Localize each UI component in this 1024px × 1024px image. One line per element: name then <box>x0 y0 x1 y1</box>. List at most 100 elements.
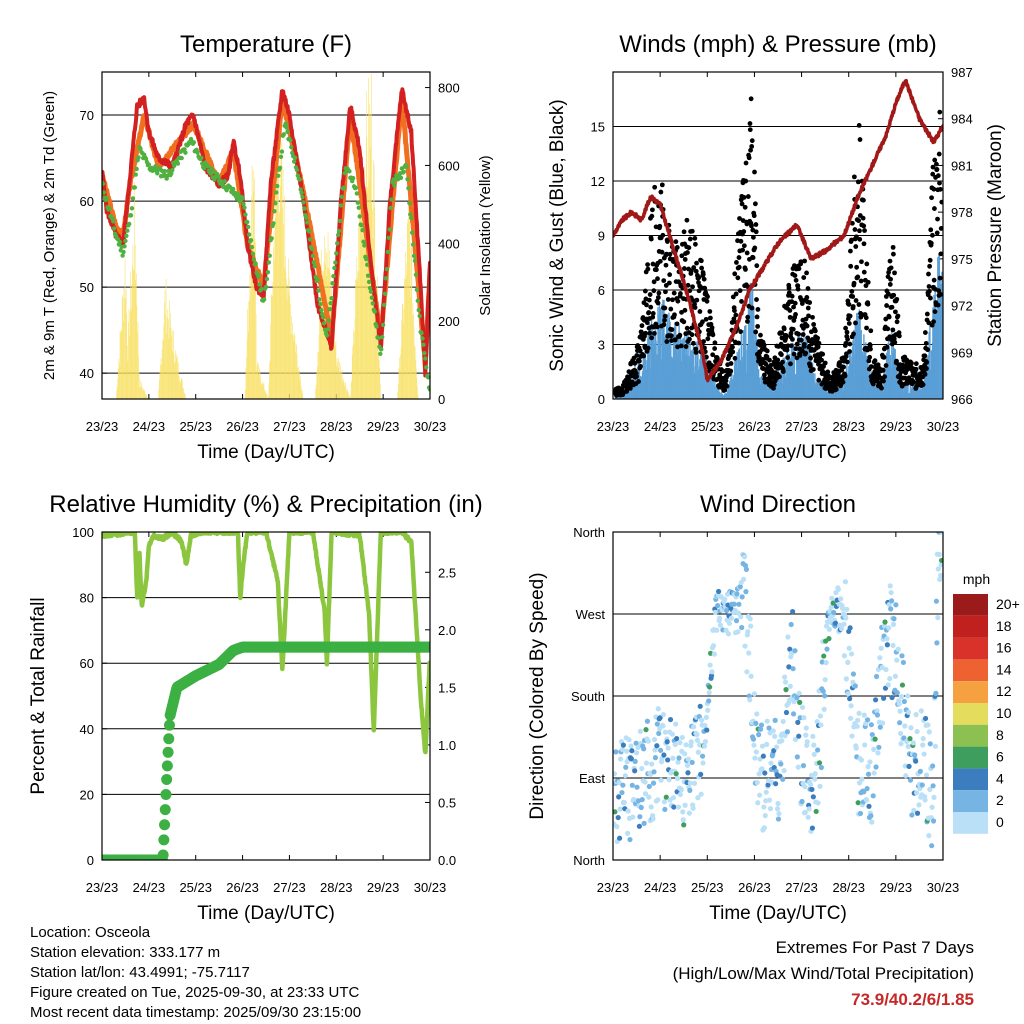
temperature-dewpoint-point <box>117 239 123 245</box>
temperature-dewpoint-point <box>341 185 346 190</box>
winds-gust-point <box>741 194 747 200</box>
winds-gust-point <box>750 234 756 240</box>
winds-gust-point <box>795 286 801 292</box>
direction-point <box>839 605 846 611</box>
humidity-ytick-label: 100 <box>72 525 94 540</box>
direction-point <box>673 721 679 727</box>
temperature-dewpoint-point <box>274 190 279 195</box>
winds-gust-point <box>861 223 867 229</box>
humidity-precip-point <box>157 849 169 860</box>
winds-gust-point <box>682 257 688 262</box>
winds-gust-point <box>865 301 871 307</box>
winds-gust-point <box>857 137 863 142</box>
winds-gust-point <box>712 340 718 346</box>
direction-point <box>913 712 919 718</box>
direction-point <box>893 602 899 608</box>
winds-gust-point <box>677 332 683 338</box>
direction-point <box>867 759 873 765</box>
temperature-dewpoint-point <box>285 129 290 135</box>
winds-gust-point <box>934 161 939 167</box>
direction-point <box>764 741 770 748</box>
direction-point <box>756 771 762 777</box>
temperature-dewpoint-point <box>398 175 404 180</box>
direction-point <box>695 795 701 801</box>
direction-point <box>701 743 708 749</box>
direction-point <box>907 777 914 783</box>
winds-gust-point <box>888 265 894 271</box>
direction-point <box>822 693 828 699</box>
winds-gust-point <box>644 320 650 326</box>
direction-point <box>913 758 919 764</box>
direction-point <box>810 733 816 739</box>
temperature-dewpoint-point <box>386 235 391 240</box>
temperature-dewpoint-point <box>153 164 158 169</box>
direction-point <box>759 766 765 772</box>
direction-point <box>734 591 740 597</box>
direction-point <box>728 615 734 621</box>
temperature-dewpoint-point <box>424 365 429 370</box>
direction-point <box>726 620 733 626</box>
winds-ytick-label: 6 <box>598 283 605 298</box>
winds-gust-point <box>651 279 657 285</box>
winds-gust-point <box>861 197 866 203</box>
direction-point <box>744 669 750 675</box>
temperature-dewpoint-point <box>245 224 251 230</box>
temperature-dewpoint-point <box>170 167 175 173</box>
direction-point <box>639 797 645 803</box>
winds-gust-point <box>747 127 753 133</box>
winds-gust-point <box>891 336 897 342</box>
direction-point <box>752 755 758 761</box>
winds-gust-point <box>800 332 806 337</box>
direction-point <box>794 754 800 760</box>
direction-point <box>850 671 857 677</box>
direction-point <box>792 736 799 743</box>
winds-gust-point <box>659 182 665 188</box>
winds-gust-point <box>702 285 708 291</box>
winds-gust-point <box>931 319 936 325</box>
temperature-dewpoint-point <box>410 242 416 247</box>
direction-point <box>841 653 848 659</box>
winds-gust-point <box>645 345 651 351</box>
direction-point <box>832 620 839 626</box>
winds-gust-point <box>881 354 887 360</box>
humidity-ytick-right-label: 2.5 <box>438 565 456 580</box>
winds-gust-point <box>742 204 748 210</box>
winds-gust-point <box>666 280 672 286</box>
direction-point <box>670 795 676 801</box>
winds-gust-point <box>833 387 839 392</box>
winds-gust-point <box>881 378 886 384</box>
temperature-dewpoint-point <box>360 227 365 233</box>
direction-point <box>685 756 692 762</box>
winds-gust-point <box>844 359 850 365</box>
winds-gust-point <box>890 327 896 333</box>
direction-point <box>675 804 682 810</box>
winds-gust-point <box>637 358 642 364</box>
humidity-precip-point <box>162 746 174 758</box>
winds-gust-point <box>705 336 711 342</box>
temperature-dewpoint-point <box>305 220 310 225</box>
direction-point <box>654 743 660 749</box>
direction-point <box>829 595 835 601</box>
winds-gust-point <box>693 346 699 352</box>
direction-point <box>695 749 701 755</box>
direction-point <box>758 722 765 728</box>
direction-point <box>662 729 668 735</box>
winds-gust-point <box>911 379 917 385</box>
temperature-dewpoint-point <box>380 322 386 328</box>
winds-gust-point <box>887 282 893 287</box>
direction-point <box>694 737 700 743</box>
temperature-dewpoint-point <box>370 301 376 306</box>
winds-ytick-right-label: 978 <box>951 205 973 220</box>
winds-gust-point <box>667 251 673 257</box>
direction-point <box>636 823 643 829</box>
winds-gust-point <box>793 277 799 283</box>
winds-gust-point <box>845 336 850 342</box>
temperature-dewpoint-point <box>256 274 261 280</box>
direction-point <box>754 711 760 717</box>
winds-gust-point <box>743 178 749 184</box>
direction-point <box>787 646 793 652</box>
direction-point <box>761 804 767 810</box>
direction-point <box>783 687 789 693</box>
humidity-ylabel: Percent & Total Rainfall <box>28 597 49 794</box>
winds-gust-point <box>707 309 713 314</box>
